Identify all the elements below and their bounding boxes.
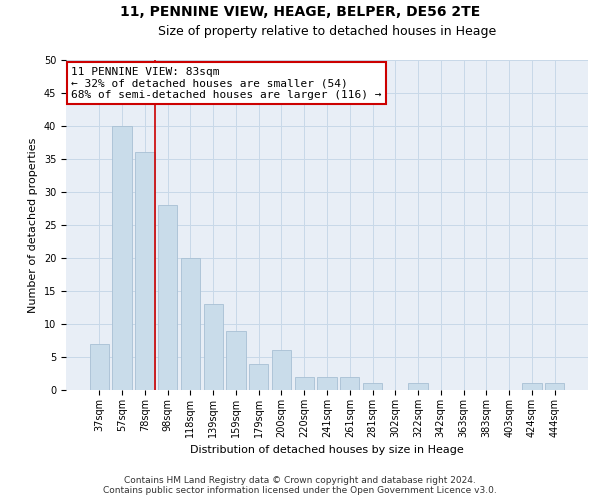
Bar — [203, 304, 223, 390]
Bar — [226, 330, 245, 390]
Bar — [158, 205, 178, 390]
Bar — [249, 364, 268, 390]
Bar — [135, 152, 155, 390]
Bar — [522, 384, 542, 390]
Text: Contains HM Land Registry data © Crown copyright and database right 2024.
Contai: Contains HM Land Registry data © Crown c… — [103, 476, 497, 495]
X-axis label: Distribution of detached houses by size in Heage: Distribution of detached houses by size … — [190, 446, 464, 456]
Bar — [545, 384, 564, 390]
Bar — [363, 384, 382, 390]
Text: 11, PENNINE VIEW, HEAGE, BELPER, DE56 2TE: 11, PENNINE VIEW, HEAGE, BELPER, DE56 2T… — [120, 5, 480, 19]
Bar — [181, 258, 200, 390]
Bar — [340, 377, 359, 390]
Bar — [272, 350, 291, 390]
Y-axis label: Number of detached properties: Number of detached properties — [28, 138, 38, 312]
Bar — [409, 384, 428, 390]
Bar — [317, 377, 337, 390]
Bar — [90, 344, 109, 390]
Title: Size of property relative to detached houses in Heage: Size of property relative to detached ho… — [158, 25, 496, 38]
Text: 11 PENNINE VIEW: 83sqm
← 32% of detached houses are smaller (54)
68% of semi-det: 11 PENNINE VIEW: 83sqm ← 32% of detached… — [71, 66, 382, 100]
Bar — [295, 377, 314, 390]
Bar — [112, 126, 132, 390]
